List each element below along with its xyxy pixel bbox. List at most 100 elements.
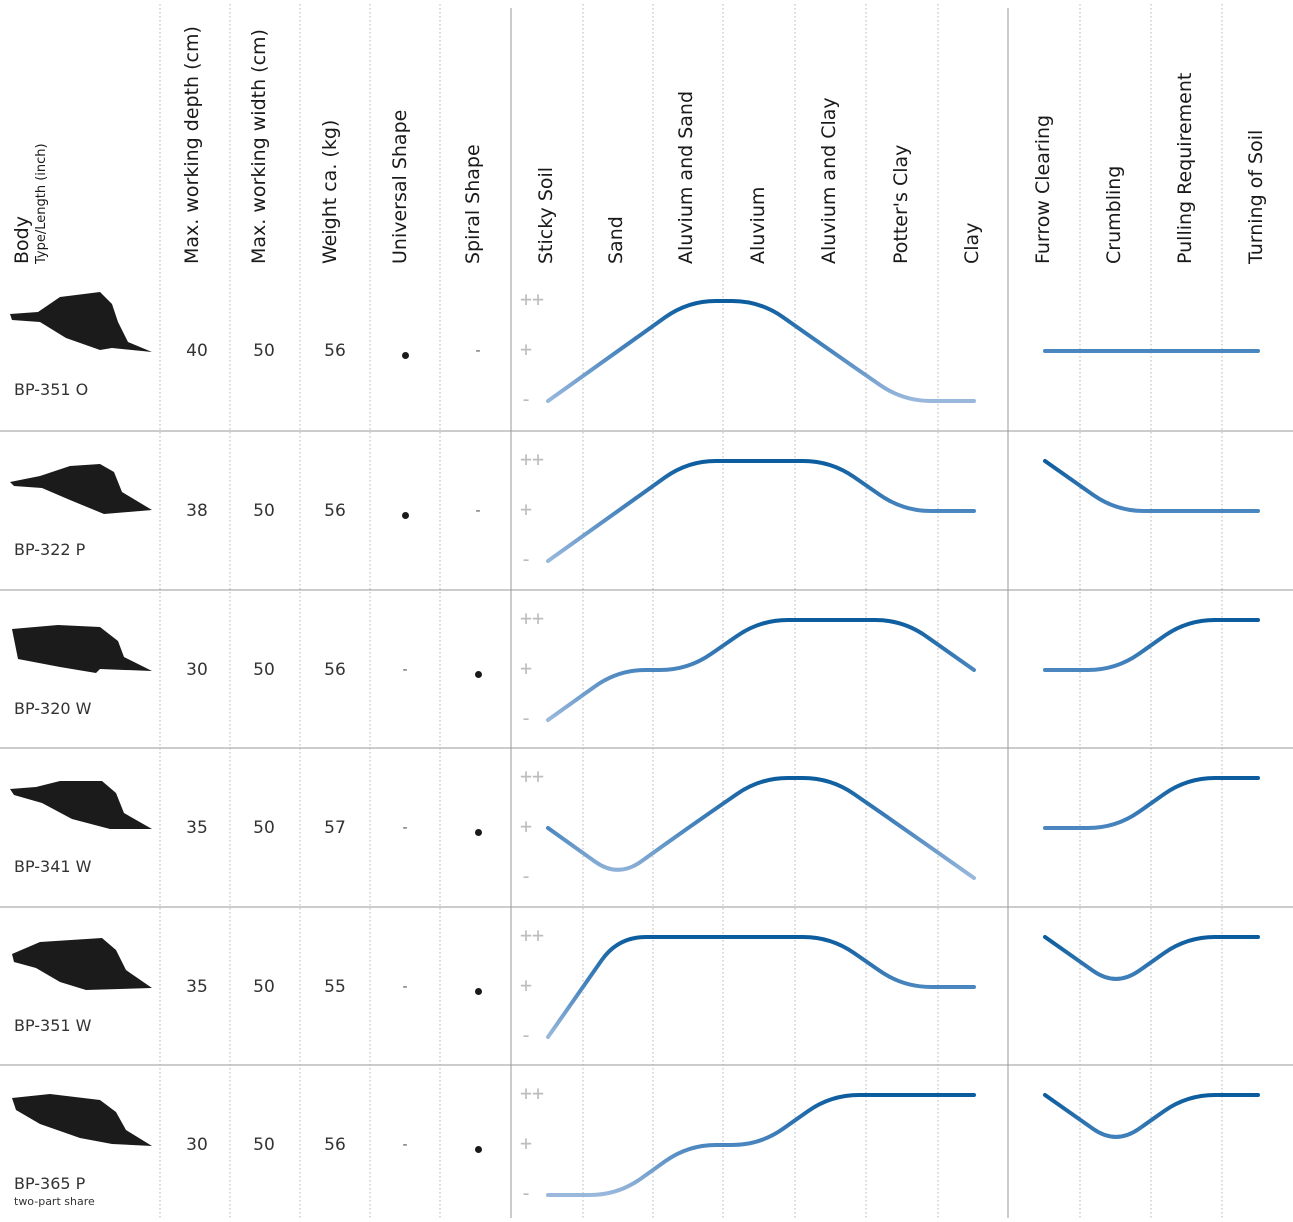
working-depth-value: 30: [186, 660, 208, 680]
scale-symbol: ++: [520, 447, 545, 471]
header-soil-0-label: Sticky Soil: [535, 166, 557, 264]
property-rating-curve: [1043, 1093, 1260, 1139]
plough-body-icon: [12, 625, 152, 673]
scale-symbol: +: [520, 1131, 533, 1155]
header-soil-5: Potter's Clay: [890, 144, 912, 264]
scale-symbol: +: [520, 814, 533, 838]
plough-body-icon: [12, 1094, 152, 1146]
header-property-3: Turning of Soil: [1245, 129, 1267, 264]
working-width-value: 50: [253, 818, 275, 838]
header-soil-0: Sticky Soil: [535, 166, 557, 264]
plough-body-shape: [12, 625, 152, 673]
universal-shape-dot: [402, 512, 409, 519]
scale-symbol: +: [520, 497, 533, 521]
header-soil-1-label: Sand: [605, 216, 627, 264]
header-spec-3: Universal Shape: [389, 109, 411, 264]
property-rating-curve: [1043, 459, 1260, 513]
spiral-shape-dot: [475, 1146, 482, 1153]
property-rating-curve: [1043, 618, 1260, 672]
universal-shape-dash: -: [402, 820, 408, 836]
spiral-shape-dot: [475, 829, 482, 836]
header-property-2: Pulling Requirement: [1174, 73, 1196, 264]
plough-body-shape: [12, 1094, 152, 1146]
scale-symbol: -: [520, 1023, 533, 1047]
body-model-name: BP-365 P: [14, 1174, 86, 1193]
plough-body-shape: [12, 938, 152, 990]
header-property-1: Crumbling: [1103, 165, 1125, 264]
soil-suitability-curve: [546, 299, 976, 403]
working-depth-value: 38: [186, 501, 208, 521]
property-rating-curve: [1043, 776, 1260, 830]
header-soil-3: Aluvium: [747, 186, 769, 264]
header-spec-1: Max. working width (cm): [248, 29, 270, 264]
working-depth-value: 35: [186, 818, 208, 838]
scale-symbol: -: [520, 547, 533, 571]
scale-symbol: ++: [520, 923, 545, 947]
weight-value: 56: [324, 1135, 346, 1155]
spiral-shape-dash: -: [475, 503, 481, 519]
weight-value: 57: [324, 818, 346, 838]
universal-shape-dot: [402, 352, 409, 359]
plough-body-icon: [10, 781, 152, 829]
body-model-name: BP-341 W: [14, 857, 92, 876]
scale-symbol: ++: [520, 606, 545, 630]
working-depth-value: 40: [186, 341, 208, 361]
header-soil-2: Aluvium and Sand: [675, 90, 697, 264]
header-soil-6: Clay: [961, 222, 983, 264]
plough-body-icon: [10, 464, 152, 514]
soil-suitability-curve: [546, 776, 976, 880]
header-soil-4-label: Aluvium and Clay: [818, 97, 840, 264]
header-spec-4: Spiral Shape: [462, 144, 484, 264]
header-spec-0: Max. working depth (cm): [181, 26, 203, 264]
scale-symbol: ++: [520, 1081, 545, 1105]
body-model-name: BP-351 W: [14, 1016, 92, 1035]
body-model-name: BP-351 O: [14, 380, 89, 399]
header-spec-3-label: Universal Shape: [389, 109, 411, 264]
body-subheader: Type/Length (inch): [29, 143, 50, 264]
plough-body-shape: [10, 292, 152, 352]
weight-value: 56: [324, 660, 346, 680]
header-soil-2-label: Aluvium and Sand: [675, 90, 697, 264]
weight-value: 56: [324, 501, 346, 521]
scale-symbol: ++: [520, 287, 545, 311]
spiral-shape-dash: -: [475, 343, 481, 359]
body-model-subtitle: two-part share: [14, 1195, 95, 1208]
working-depth-value: 30: [186, 1135, 208, 1155]
scale-symbol: +: [520, 656, 533, 680]
body-model-name: BP-322 P: [14, 540, 86, 559]
property-rating-curve: [1043, 935, 1260, 981]
header-soil-3-label: Aluvium: [747, 186, 769, 264]
scale-symbol: -: [520, 1181, 533, 1205]
scale-symbol: -: [520, 706, 533, 730]
soil-suitability-curve: [546, 1092, 976, 1197]
plough-body-icon: [10, 292, 152, 352]
header-soil-6-label: Clay: [961, 222, 983, 264]
working-width-value: 50: [253, 341, 275, 361]
scale-symbol: ++: [520, 764, 545, 788]
soil-suitability-curve: [546, 618, 976, 722]
scale-symbol: -: [520, 864, 533, 888]
header-property-1-label: Crumbling: [1103, 165, 1125, 264]
header-spec-2: Weight ca. (kg): [319, 119, 341, 264]
working-depth-value: 35: [186, 977, 208, 997]
universal-shape-dash: -: [402, 1137, 408, 1153]
header-spec-2-label: Weight ca. (kg): [319, 119, 341, 264]
universal-shape-dash: -: [402, 662, 408, 678]
header-property-0-label: Furrow Clearing: [1032, 114, 1054, 264]
spiral-shape-dot: [475, 988, 482, 995]
header-property-0: Furrow Clearing: [1032, 114, 1054, 264]
spiral-shape-dot: [475, 671, 482, 678]
header-soil-5-label: Potter's Clay: [890, 144, 912, 264]
header-spec-0-label: Max. working depth (cm): [181, 26, 203, 264]
working-width-value: 50: [253, 1135, 275, 1155]
plough-body-shape: [10, 781, 152, 829]
header-soil-4: Aluvium and Clay: [818, 97, 840, 264]
header-spec-4-label: Spiral Shape: [462, 144, 484, 264]
scale-symbol: +: [520, 337, 533, 361]
header-property-3-label: Turning of Soil: [1245, 129, 1267, 264]
soil-suitability-curve: [546, 935, 976, 1039]
working-width-value: 50: [253, 977, 275, 997]
working-width-value: 50: [253, 501, 275, 521]
